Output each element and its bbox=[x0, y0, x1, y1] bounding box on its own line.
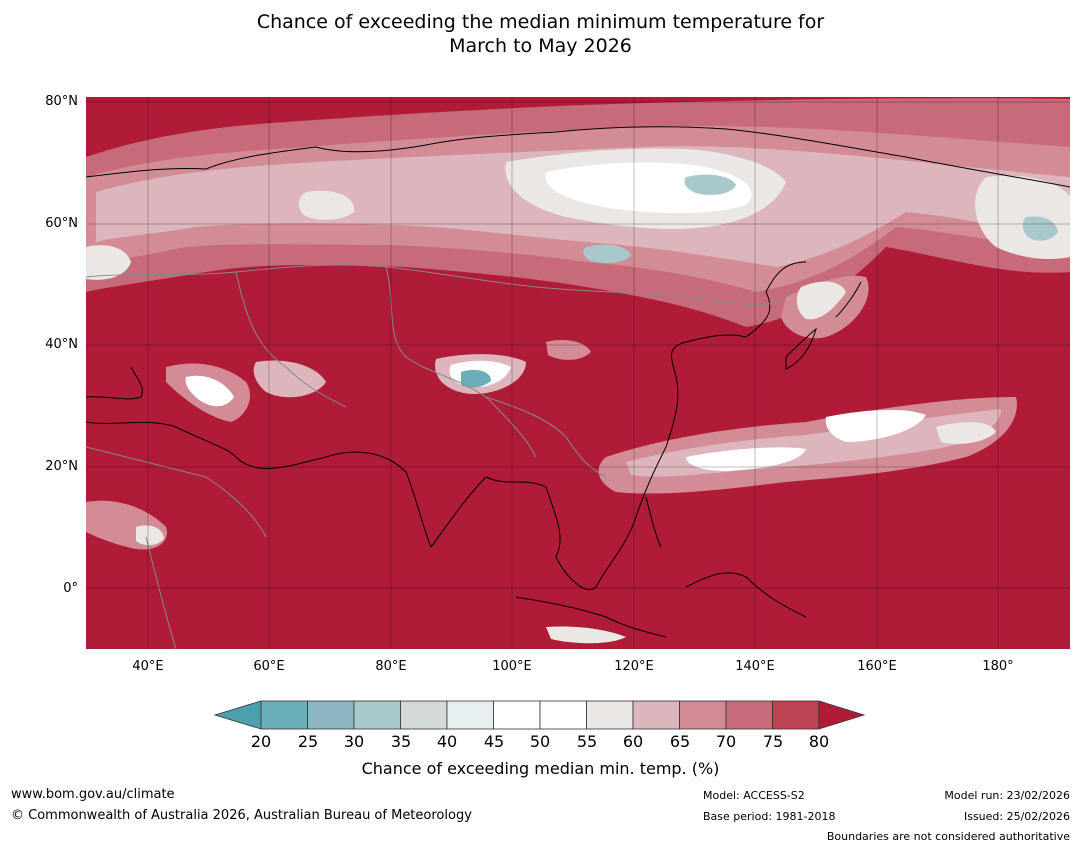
colorbar-label: Chance of exceeding median min. temp. (%… bbox=[361, 759, 720, 778]
colorbar-segment bbox=[586, 700, 634, 730]
country-borders bbox=[86, 264, 787, 649]
lat-label-80n: 80°N bbox=[45, 94, 78, 109]
colorbar-over-arrow bbox=[818, 700, 866, 730]
chart-title: Chance of exceeding the median minimum t… bbox=[256, 11, 825, 33]
lon-label-100e: 100°E bbox=[492, 659, 532, 674]
colorbar-tick-50: 50 bbox=[529, 732, 551, 751]
colorbar-segment bbox=[446, 700, 494, 730]
lon-label-160e: 160°E bbox=[857, 659, 897, 674]
colorbar-segment bbox=[539, 700, 587, 730]
lat-label-0: 0° bbox=[63, 581, 78, 596]
colorbar-tick-70: 70 bbox=[715, 732, 737, 751]
colorbar-tick-60: 60 bbox=[622, 732, 644, 751]
lat-label-40n: 40°N bbox=[45, 337, 78, 352]
colorbar-tick-45: 45 bbox=[483, 732, 505, 751]
colorbar-segment bbox=[725, 700, 773, 730]
colorbar-tick-65: 65 bbox=[669, 732, 691, 751]
colorbar-segment bbox=[632, 700, 680, 730]
colorbar-under-arrow bbox=[214, 700, 262, 730]
map-area bbox=[86, 97, 1070, 649]
gridlines bbox=[86, 97, 1070, 649]
colorbar-tick-35: 35 bbox=[390, 732, 412, 751]
lon-label-180: 180° bbox=[982, 659, 1014, 674]
colorbar-tick-80: 80 bbox=[808, 732, 830, 751]
colorbar-tick-30: 30 bbox=[343, 732, 365, 751]
colorbar-segment bbox=[493, 700, 541, 730]
copyright-text: © Commonwealth of Australia 2026, Austra… bbox=[11, 808, 472, 823]
colorbar-segment bbox=[400, 700, 448, 730]
disclaimer-text: Boundaries are not considered authoritat… bbox=[826, 830, 1070, 843]
colorbar-tick-75: 75 bbox=[762, 732, 784, 751]
colorbar-tick-20: 20 bbox=[250, 732, 272, 751]
colorbar-segment bbox=[772, 700, 820, 730]
lon-label-120e: 120°E bbox=[614, 659, 654, 674]
website-link[interactable]: www.bom.gov.au/climate bbox=[11, 787, 175, 802]
colorbar-segment bbox=[307, 700, 355, 730]
coastlines bbox=[86, 126, 1070, 638]
issued-text: Issued: 25/02/2026 bbox=[963, 810, 1070, 823]
lon-label-60e: 60°E bbox=[253, 659, 285, 674]
colorbar-segment bbox=[260, 700, 308, 730]
colorbar-tick-40: 40 bbox=[436, 732, 458, 751]
model-run-text: Model run: 23/02/2026 bbox=[944, 789, 1070, 802]
model-text: Model: ACCESS-S2 bbox=[703, 789, 805, 802]
colorbar-segment bbox=[353, 700, 401, 730]
colorbar-tick-25: 25 bbox=[297, 732, 319, 751]
colorbar bbox=[214, 700, 866, 730]
java-anomaly bbox=[546, 626, 626, 644]
chart-subtitle: March to May 2026 bbox=[449, 35, 632, 57]
lon-label-140e: 140°E bbox=[735, 659, 775, 674]
lon-label-40e: 40°E bbox=[132, 659, 164, 674]
lon-label-80e: 80°E bbox=[375, 659, 407, 674]
base-period-text: Base period: 1981-2018 bbox=[703, 810, 836, 823]
lat-label-20n: 20°N bbox=[45, 459, 78, 474]
lat-label-60n: 60°N bbox=[45, 216, 78, 231]
colorbar-segment bbox=[679, 700, 727, 730]
colorbar-tick-55: 55 bbox=[576, 732, 598, 751]
northern-anomaly-band bbox=[86, 98, 1070, 327]
